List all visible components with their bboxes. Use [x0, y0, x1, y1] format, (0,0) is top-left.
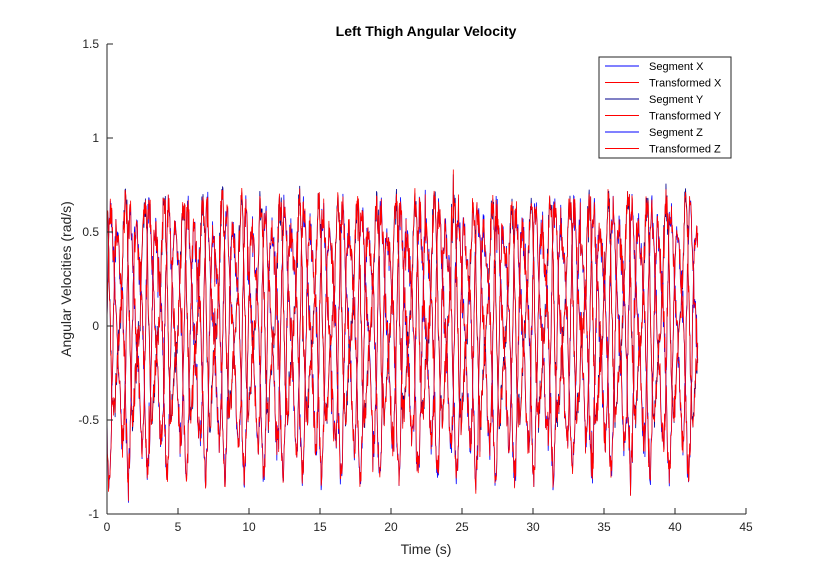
y-tick-label: 0	[92, 319, 99, 333]
legend-entry: Segment Y	[649, 94, 704, 106]
legend-entry: Transformed Z	[649, 144, 721, 156]
legend-entry: Transformed Y	[649, 111, 722, 123]
y-tick-label: -0.5	[78, 413, 99, 427]
x-tick-label: 25	[455, 520, 469, 534]
legend-entry: Transformed X	[649, 78, 722, 90]
x-axis-label: Time (s)	[401, 541, 452, 557]
chart-title: Left Thigh Angular Velocity	[336, 23, 517, 39]
x-tick-label: 35	[597, 520, 611, 534]
axes-layer: 0 5 10 15 20 25 30 35 40 45 -1 -0.5 0 0.5 1 1.5	[78, 37, 753, 534]
x-tick-label: 0	[104, 520, 111, 534]
x-tick-label: 40	[668, 520, 682, 534]
legend-entry: Segment X	[649, 61, 704, 73]
legend-box	[598, 56, 732, 159]
series-line-transformed-z	[106, 194, 699, 501]
series-line-transformed-y	[106, 169, 699, 457]
y-tick-label: 1	[92, 131, 99, 145]
y-axis-label: Angular Velocities (rad/s)	[58, 201, 74, 357]
x-tick-label: 20	[384, 520, 398, 534]
x-tick-label: 45	[739, 520, 753, 534]
y-tick-label: -1	[88, 507, 99, 521]
y-tick-label: 1.5	[82, 37, 99, 51]
x-tick-label: 15	[313, 520, 327, 534]
legend: Segment X Transformed X Segment Y Transform…	[598, 56, 732, 159]
x-tick-label: 10	[242, 520, 256, 534]
series-layer	[106, 169, 699, 503]
legend-entry: Segment Z	[649, 127, 703, 139]
y-tick-label: 0.5	[82, 225, 99, 239]
x-tick-label: 5	[175, 520, 182, 534]
x-tick-label: 30	[526, 520, 540, 534]
